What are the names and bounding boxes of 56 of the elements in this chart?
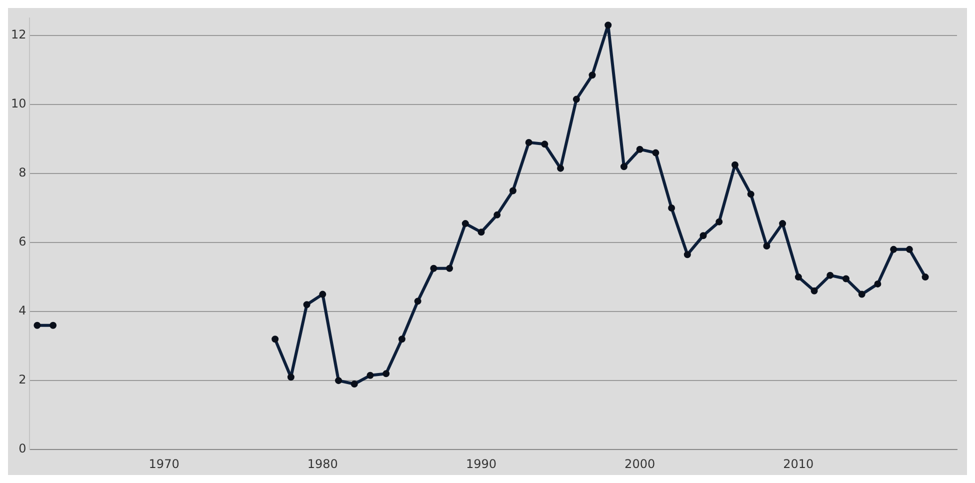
- point: [303, 301, 310, 308]
- point: [572, 96, 580, 103]
- point: [382, 370, 390, 378]
- point: [287, 374, 294, 381]
- point: [763, 242, 770, 250]
- point: [446, 264, 454, 272]
- point: [890, 246, 898, 253]
- point: [731, 161, 738, 168]
- y-tick-label: 6: [18, 234, 26, 249]
- point: [922, 274, 929, 281]
- point: [525, 138, 532, 146]
- point: [684, 251, 691, 258]
- point: [557, 164, 564, 172]
- point: [319, 290, 326, 298]
- point: [668, 204, 676, 212]
- y-tick-label: 0: [18, 442, 26, 456]
- x-tick-label: 2010: [783, 456, 814, 471]
- point: [652, 149, 660, 156]
- x-tick-label: 1990: [466, 456, 497, 471]
- y-tick-label: 10: [10, 96, 26, 111]
- point: [906, 246, 913, 253]
- point: [541, 140, 548, 148]
- point: [858, 290, 866, 298]
- point: [588, 72, 596, 79]
- point: [810, 287, 818, 294]
- point: [398, 336, 406, 343]
- point: [747, 190, 754, 198]
- point: [366, 372, 374, 379]
- point: [700, 232, 707, 240]
- y-tick-label: 8: [18, 166, 26, 180]
- point: [272, 336, 279, 343]
- point: [462, 220, 469, 228]
- point: [826, 272, 834, 279]
- point: [335, 377, 342, 384]
- point: [842, 275, 850, 282]
- point: [874, 280, 882, 288]
- point: [478, 228, 485, 236]
- point: [34, 322, 41, 329]
- x-tick-label: 1980: [307, 456, 338, 471]
- point: [636, 146, 644, 153]
- point: [350, 380, 358, 388]
- point: [50, 322, 57, 329]
- x-tick-label: 2000: [624, 456, 656, 471]
- point: [716, 218, 723, 226]
- y-tick-label: 2: [18, 372, 26, 387]
- point: [430, 264, 438, 272]
- point: [494, 211, 501, 218]
- y-tick-label: 4: [18, 304, 26, 318]
- point: [620, 163, 628, 170]
- point: [604, 22, 612, 29]
- point: [794, 274, 802, 281]
- point: [414, 298, 422, 305]
- x-tick-label: 1970: [148, 456, 180, 471]
- point: [509, 187, 516, 194]
- point: [779, 220, 786, 228]
- y-tick-label: 12: [10, 28, 26, 42]
